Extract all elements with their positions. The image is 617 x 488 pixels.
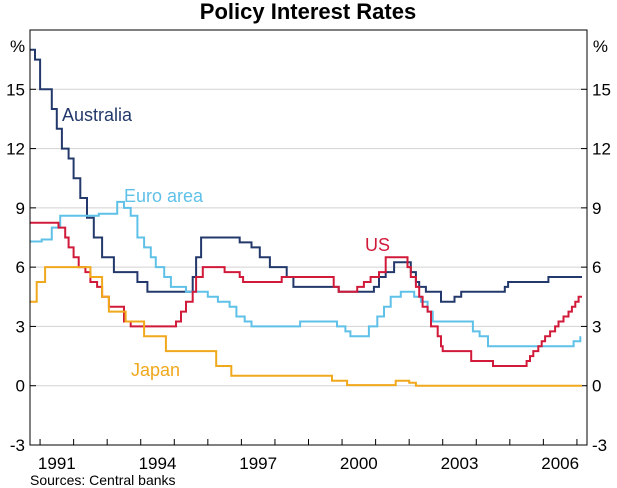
series-line-japan — [30, 266, 582, 387]
japan-label: Japan — [131, 360, 180, 380]
y-tick-label-left: 6 — [16, 258, 25, 277]
x-tick-label: 2000 — [340, 454, 378, 473]
australia-label: Australia — [62, 105, 133, 125]
us-label: US — [365, 235, 390, 255]
y-tick-label-left: 9 — [16, 199, 25, 218]
x-tick-label: 1991 — [38, 454, 76, 473]
y-tick-label-right: 3 — [592, 317, 601, 336]
y-tick-label-right: 0 — [592, 377, 601, 396]
y-tick-label-right: 12 — [592, 140, 611, 159]
left-unit-label: % — [10, 37, 25, 56]
gridlines — [30, 88, 587, 446]
y-tick-label-left: -3 — [10, 436, 25, 455]
plot-frame — [29, 29, 588, 446]
source-note: Sources: Central banks — [30, 472, 176, 488]
y-axis-left: -3 0 3 6 9 12 15 — [6, 80, 36, 455]
euro-area-label: Euro area — [124, 186, 204, 206]
series-lines — [30, 48, 582, 387]
y-tick-label-left: 12 — [6, 140, 25, 159]
series-line-us — [30, 221, 582, 367]
y-axis-right: -3 0 3 6 9 12 15 — [581, 80, 611, 455]
y-tick-label-left: 3 — [16, 317, 25, 336]
y-tick-label-right: 15 — [592, 80, 611, 99]
right-unit-label: % — [593, 37, 608, 56]
y-tick-label-left: 0 — [16, 377, 25, 396]
y-tick-label-right: 6 — [592, 258, 601, 277]
y-tick-label-right: 9 — [592, 199, 601, 218]
series-line-australia — [30, 48, 582, 303]
y-tick-label-left: 15 — [6, 80, 25, 99]
x-axis: 1991 1994 1997 2000 2003 2006 — [38, 439, 579, 473]
x-tick-label: 1997 — [239, 454, 277, 473]
x-tick-label: 2006 — [541, 454, 579, 473]
x-tick-label: 1994 — [139, 454, 177, 473]
chart-title: Policy Interest Rates — [200, 0, 416, 24]
series-line-euro-area — [30, 200, 582, 348]
x-tick-label: 2003 — [441, 454, 479, 473]
y-tick-label-right: -3 — [592, 436, 607, 455]
